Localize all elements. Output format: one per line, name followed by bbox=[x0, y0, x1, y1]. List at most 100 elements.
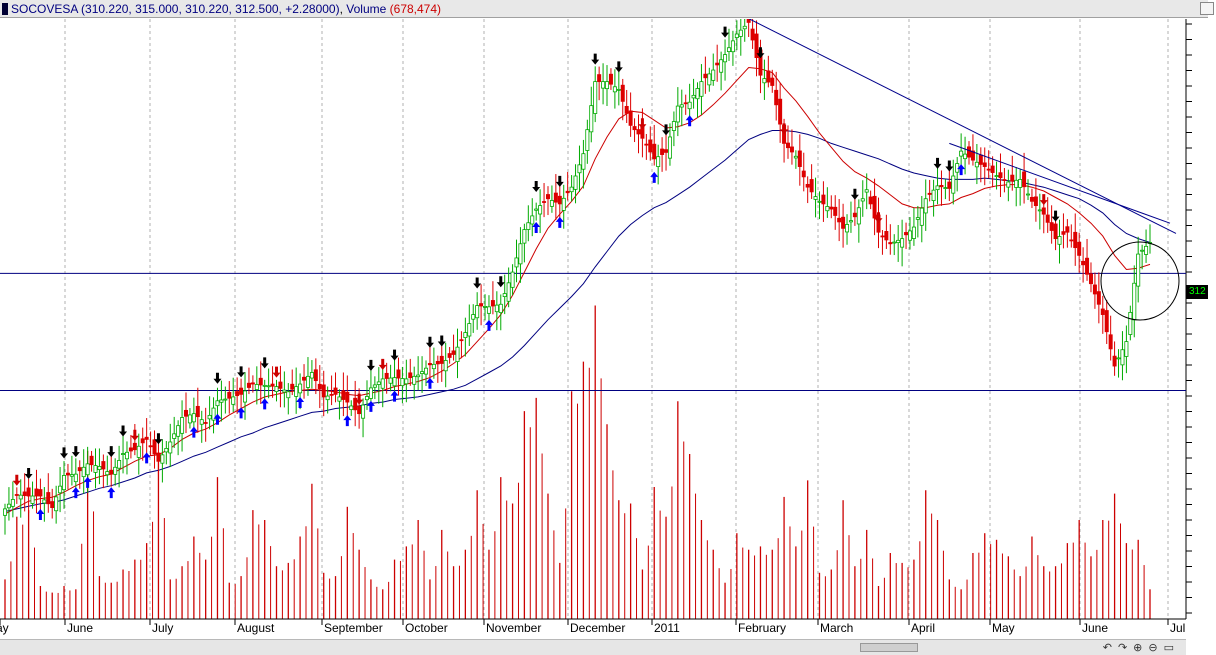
buy-signal-arrow-icon bbox=[237, 407, 246, 419]
candle-body bbox=[490, 300, 495, 307]
horizontal-scrollbar[interactable]: ↶↷⊕⊖▭ bbox=[0, 639, 1186, 655]
candle-body bbox=[1014, 179, 1019, 188]
candle-body bbox=[1029, 196, 1034, 202]
candle-body bbox=[1144, 245, 1149, 255]
sell-signal-arrow-icon bbox=[555, 175, 564, 187]
candle-body bbox=[479, 303, 484, 307]
sell-signal-arrow-icon bbox=[532, 181, 541, 193]
candle-body bbox=[766, 70, 771, 83]
buy-signal-arrow-icon bbox=[390, 390, 399, 402]
candle-body bbox=[349, 405, 354, 411]
candle-body bbox=[852, 212, 857, 218]
candle-body bbox=[624, 105, 629, 114]
sell-signal-arrow-icon bbox=[154, 433, 163, 445]
x-axis-label: Jul bbox=[1170, 621, 1185, 635]
candle-body bbox=[443, 360, 448, 372]
sell-signal-arrow-icon bbox=[850, 188, 859, 200]
candle-body bbox=[420, 371, 425, 375]
chart-tool-icons[interactable]: ↶↷⊕⊖▭ bbox=[1102, 642, 1180, 654]
candle-body bbox=[215, 400, 220, 407]
chart-title-bar: SOCOVESA (310.220, 315.000, 310.220, 312… bbox=[0, 0, 1214, 18]
candle-body bbox=[805, 183, 810, 188]
sell-signal-arrow-icon bbox=[591, 53, 600, 65]
candle-body bbox=[789, 146, 794, 153]
candle-body bbox=[963, 153, 968, 160]
candle-body bbox=[3, 508, 8, 516]
highlight-circle bbox=[1100, 241, 1180, 321]
sell-signal-arrow-icon bbox=[437, 335, 446, 347]
candle-body bbox=[616, 88, 621, 91]
candle-body bbox=[577, 164, 582, 174]
candle-body bbox=[900, 238, 905, 248]
candle-body bbox=[644, 143, 649, 146]
candle-body bbox=[868, 196, 873, 205]
candle-body bbox=[1104, 310, 1109, 333]
symbol-label: SOCOVESA bbox=[11, 2, 78, 16]
buy-signal-arrow-icon bbox=[213, 413, 222, 425]
candle-body bbox=[608, 73, 613, 85]
sell-signal-arrow-icon bbox=[874, 212, 883, 224]
candle-body bbox=[1092, 284, 1097, 295]
sell-signal-arrow-icon bbox=[237, 366, 246, 378]
buy-signal-arrow-icon bbox=[296, 397, 305, 409]
candle-body bbox=[974, 161, 979, 168]
candle-body bbox=[396, 369, 401, 379]
candle-body bbox=[919, 207, 924, 226]
candle-body bbox=[959, 150, 964, 157]
candle-body bbox=[1049, 222, 1054, 231]
candle-body bbox=[837, 217, 842, 223]
candle-body bbox=[597, 74, 602, 83]
last-price-tag: 312 bbox=[1186, 285, 1208, 299]
chart-area[interactable]: May June July August September October Novembe… bbox=[0, 7, 1216, 655]
candle-body bbox=[58, 485, 63, 494]
candle-body bbox=[294, 386, 299, 397]
candle-body bbox=[833, 206, 838, 216]
candle-body bbox=[168, 441, 173, 454]
candle-body bbox=[652, 143, 657, 160]
buy-signal-arrow-icon bbox=[685, 115, 694, 127]
candle-body bbox=[313, 369, 318, 382]
candle-body bbox=[435, 360, 440, 365]
candle-body bbox=[483, 306, 488, 308]
candle-body bbox=[675, 105, 680, 123]
candle-body bbox=[475, 305, 480, 319]
price-chart[interactable]: May June July August September October Novembe… bbox=[0, 7, 1216, 639]
candle-body bbox=[746, 18, 751, 23]
candle-body bbox=[427, 363, 432, 366]
candle-body bbox=[1132, 282, 1137, 321]
candle-body bbox=[424, 367, 429, 375]
scrollbar-thumb[interactable] bbox=[860, 643, 918, 652]
candle-body bbox=[117, 460, 122, 469]
candle-body bbox=[498, 303, 503, 314]
candle-body bbox=[888, 242, 893, 245]
sell-signal-arrow-icon bbox=[390, 349, 399, 361]
candle-body bbox=[821, 194, 826, 205]
sell-signal-arrow-icon bbox=[355, 393, 364, 405]
window-close-icon[interactable] bbox=[1200, 2, 1214, 15]
candle-body bbox=[494, 304, 499, 313]
candle-body bbox=[203, 422, 208, 424]
x-axis-label: May bbox=[0, 621, 9, 635]
candle-body bbox=[884, 231, 889, 241]
candle-body bbox=[636, 129, 641, 135]
sell-signal-arrow-icon bbox=[272, 366, 281, 378]
candle-body bbox=[404, 378, 409, 385]
candle-body bbox=[786, 142, 791, 149]
candle-body bbox=[927, 192, 932, 195]
candle-body bbox=[309, 372, 314, 379]
candle-body bbox=[801, 170, 806, 178]
candle-body bbox=[620, 84, 625, 102]
candle-body bbox=[569, 186, 574, 193]
candle-body bbox=[81, 466, 86, 478]
candle-body bbox=[510, 271, 515, 288]
candle-body bbox=[530, 215, 535, 225]
candle-body bbox=[723, 54, 728, 63]
candle-body bbox=[715, 62, 720, 66]
candle-body bbox=[730, 40, 735, 53]
sell-signal-arrow-icon bbox=[107, 446, 116, 458]
candle-body bbox=[526, 222, 531, 230]
candle-body bbox=[380, 378, 385, 389]
candle-body bbox=[986, 168, 991, 171]
buy-signal-arrow-icon bbox=[142, 452, 151, 464]
candle-body bbox=[62, 475, 67, 491]
